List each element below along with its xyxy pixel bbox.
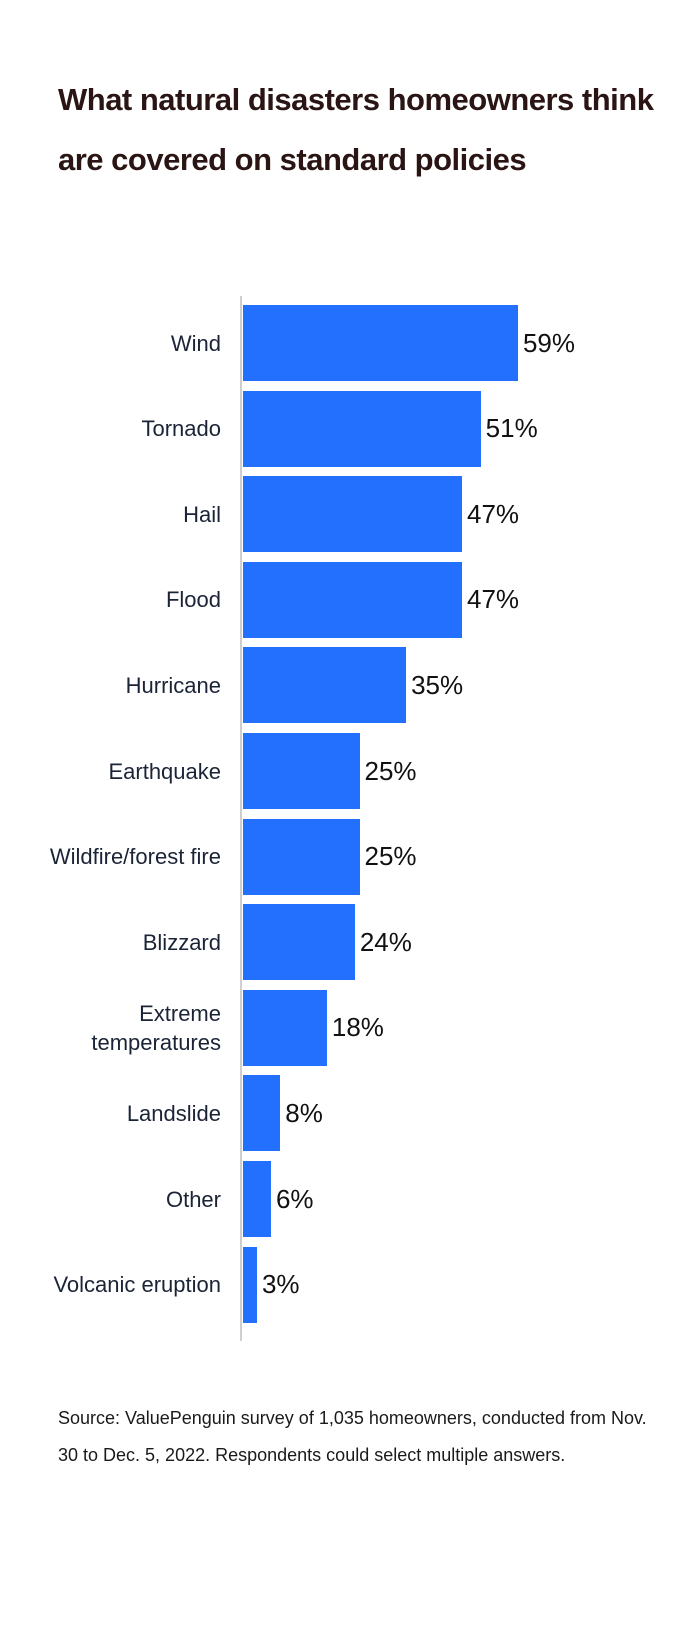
bar-chart: Wind 59% Tornado 51% Hail 47% Flood 47% Hurrican… — [0, 296, 700, 1341]
category-label: Other — [165, 1186, 221, 1212]
value-label: 47% — [467, 584, 520, 615]
bar — [243, 390, 481, 467]
value-label: 59% — [522, 327, 575, 358]
category-label: Wildfire/forest fire — [49, 844, 221, 870]
bar-row: Hail 47% — [0, 476, 700, 553]
bar — [243, 818, 360, 895]
bar-row: Blizzard 24% — [0, 904, 700, 981]
category-label: Landslide — [126, 1100, 221, 1126]
bar-row: Other 6% — [0, 1161, 700, 1237]
bar-row: Tornado 51% — [0, 390, 700, 467]
category-label: Hail — [183, 501, 221, 527]
bar — [243, 733, 360, 809]
bar — [243, 476, 463, 553]
bar — [243, 305, 518, 381]
bar — [243, 561, 463, 638]
bar — [243, 647, 407, 724]
category-label: Wind — [170, 330, 221, 356]
value-label: 35% — [411, 669, 464, 700]
category-label: Tornado — [141, 416, 221, 442]
value-label: 25% — [364, 841, 417, 872]
bar-row: Volcanic eruption 3% — [0, 1246, 700, 1323]
value-label: 47% — [467, 498, 520, 529]
bar-row: Extreme temperatures 18% — [0, 989, 700, 1066]
bar-row: Wildfire/forest fire 25% — [0, 818, 700, 895]
value-label: 51% — [485, 413, 538, 444]
bar — [243, 1075, 281, 1152]
source-note: Source: ValuePenguin survey of 1,035 hom… — [58, 1408, 647, 1465]
value-label: 24% — [359, 926, 412, 957]
category-label: Flood — [165, 587, 221, 613]
category-label: Volcanic eruption — [53, 1272, 221, 1298]
value-label: 18% — [331, 1012, 384, 1043]
value-label: 3% — [261, 1269, 300, 1300]
bar-row: Earthquake 25% — [0, 733, 700, 809]
value-label: 25% — [364, 755, 417, 786]
bar — [243, 989, 327, 1066]
chart-title: What natural disasters homeowners think … — [58, 82, 654, 177]
bar-row: Hurricane 35% — [0, 647, 700, 724]
bar — [243, 1246, 257, 1323]
value-label: 6% — [275, 1183, 314, 1214]
bar — [243, 1161, 271, 1237]
bar-row: Landslide 8% — [0, 1075, 700, 1152]
category-label: Blizzard — [142, 929, 221, 955]
category-label: Hurricane — [125, 672, 221, 698]
y-axis-line — [240, 296, 242, 1341]
category-label: Extreme temperatures — [91, 1000, 221, 1055]
value-label: 8% — [285, 1097, 323, 1128]
bar-row: Flood 47% — [0, 561, 700, 638]
bar-row: Wind 59% — [0, 305, 700, 381]
bar — [243, 904, 355, 981]
category-label: Earthquake — [108, 758, 221, 784]
